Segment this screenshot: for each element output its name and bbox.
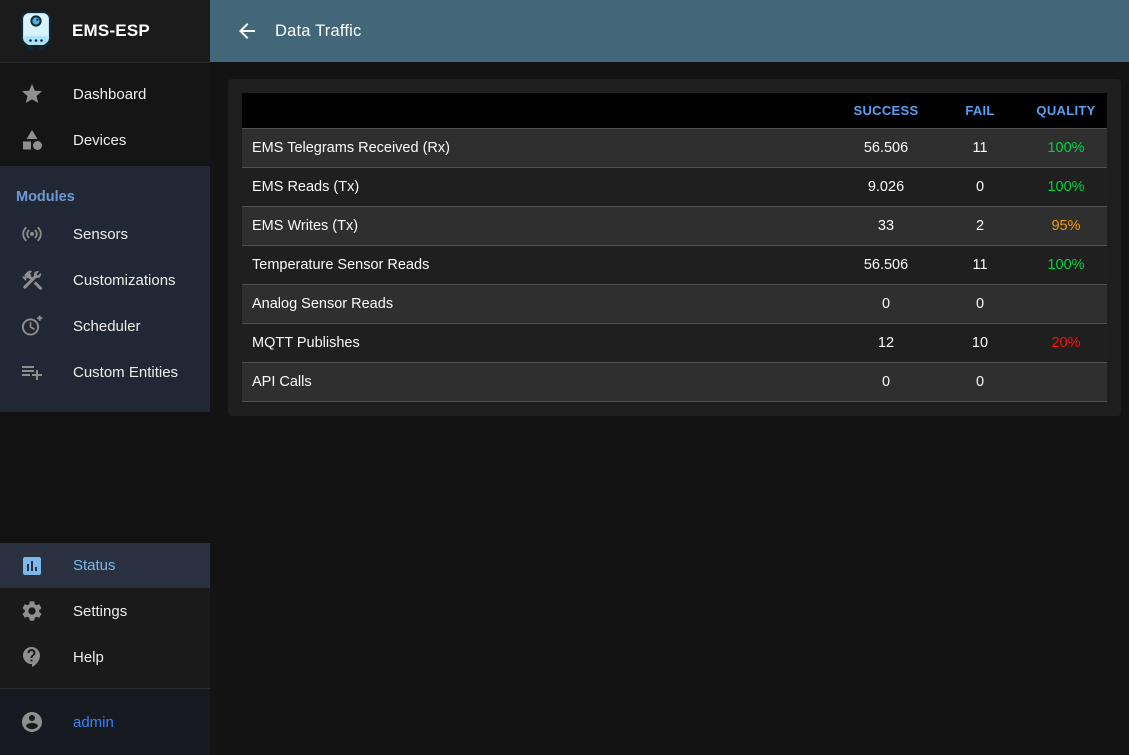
sidebar-item-devices[interactable]: Devices: [0, 117, 210, 163]
sidebar-item-help[interactable]: Help: [0, 634, 210, 680]
quality-value: 95%: [1025, 206, 1107, 246]
star-icon: [20, 82, 44, 106]
sidebar-item-admin[interactable]: admin: [0, 699, 210, 745]
success-value: 56.506: [837, 245, 935, 285]
row-label: EMS Reads (Tx): [242, 167, 837, 207]
sidebar-item-scheduler[interactable]: Scheduler: [0, 303, 210, 349]
modules-section-header: Modules: [16, 189, 75, 205]
quality-value: 100%: [1025, 128, 1107, 168]
table-row: EMS Reads (Tx) 9.026 0 100%: [242, 167, 1107, 207]
success-value: 0: [837, 362, 935, 402]
fail-value: 11: [935, 245, 1025, 285]
fail-value: 0: [935, 284, 1025, 324]
sidebar-item-settings[interactable]: Settings: [0, 588, 210, 634]
table-row: Analog Sensor Reads 0 0: [242, 284, 1107, 324]
help-bubble-icon: [20, 645, 44, 669]
sidebar-primary-nav: Dashboard Devices: [0, 63, 210, 166]
data-traffic-card: SUCCESS FAIL QUALITY EMS Telegrams Recei…: [228, 79, 1121, 416]
success-value: 12: [837, 323, 935, 363]
row-label: API Calls: [242, 362, 837, 402]
success-value: 9.026: [837, 167, 935, 207]
sidebar-item-label: Scheduler: [73, 317, 141, 335]
column-header-metric: [242, 93, 837, 129]
quality-value: 100%: [1025, 245, 1107, 285]
back-button[interactable]: [233, 17, 261, 45]
account-username: admin: [73, 713, 114, 731]
gear-icon: [20, 599, 44, 623]
sidebar-item-status[interactable]: Status: [0, 543, 210, 588]
data-traffic-table: SUCCESS FAIL QUALITY EMS Telegrams Recei…: [242, 93, 1107, 402]
success-value: 0: [837, 284, 935, 324]
sidebar-modules-section: Modules Sensors: [0, 166, 210, 412]
main-area: Data Traffic SUCCESS FAIL QUALITY: [210, 0, 1129, 755]
fail-value: 10: [935, 323, 1025, 363]
sidebar-item-label: Dashboard: [73, 85, 147, 103]
table-row: MQTT Publishes 12 10 20%: [242, 323, 1107, 363]
arrow-back-icon: [235, 19, 259, 43]
column-header-quality: QUALITY: [1025, 93, 1107, 129]
sidebar-account-section: admin: [0, 688, 210, 755]
sidebar-bottom-nav: Status Settings Help: [0, 543, 210, 688]
success-value: 56.506: [837, 128, 935, 168]
row-label: Temperature Sensor Reads: [242, 245, 837, 285]
fail-value: 0: [935, 362, 1025, 402]
sidebar-item-customizations[interactable]: Customizations: [0, 257, 210, 303]
column-header-success: SUCCESS: [837, 93, 935, 129]
column-header-fail: FAIL: [935, 93, 1025, 129]
fail-value: 11: [935, 128, 1025, 168]
success-value: 33: [837, 206, 935, 246]
sidebar: EMS-ESP Dashboard Devices Modules: [0, 0, 210, 755]
sidebar-item-label: Devices: [73, 131, 127, 149]
quality-value: [1025, 284, 1107, 324]
row-label: MQTT Publishes: [242, 323, 837, 363]
row-label: EMS Telegrams Received (Rx): [242, 128, 837, 168]
sidebar-item-label: Settings: [73, 602, 128, 620]
sidebar-item-label: Customizations: [73, 271, 176, 289]
sidebar-item-dashboard[interactable]: Dashboard: [0, 71, 210, 117]
quality-value: [1025, 362, 1107, 402]
row-label: EMS Writes (Tx): [242, 206, 837, 246]
account-circle-icon: [20, 710, 44, 734]
table-row: Temperature Sensor Reads 56.506 11 100%: [242, 245, 1107, 285]
category-icon: [20, 128, 44, 152]
sidebar-item-sensors[interactable]: Sensors: [0, 211, 210, 257]
app-title: EMS-ESP: [72, 21, 150, 40]
fail-value: 0: [935, 167, 1025, 207]
ems-esp-logo-icon: [17, 9, 55, 53]
table-row: EMS Writes (Tx) 33 2 95%: [242, 206, 1107, 246]
construction-icon: [20, 268, 44, 292]
sidebar-header: EMS-ESP: [0, 0, 210, 63]
sidebar-item-label: Sensors: [73, 225, 129, 243]
quality-value: 100%: [1025, 167, 1107, 207]
sidebar-item-custom-entities[interactable]: Custom Entities: [0, 349, 210, 395]
sidebar-item-label: Status: [73, 557, 116, 574]
bar-chart-icon: [20, 554, 44, 578]
fail-value: 2: [935, 206, 1025, 246]
row-label: Analog Sensor Reads: [242, 284, 837, 324]
table-row: EMS Telegrams Received (Rx) 56.506 11 10…: [242, 128, 1107, 168]
sidebar-item-label: Help: [73, 648, 104, 666]
sensors-icon: [20, 222, 44, 246]
table-header-row: SUCCESS FAIL QUALITY: [242, 93, 1107, 129]
clock-plus-icon: [20, 314, 44, 338]
quality-value: 20%: [1025, 323, 1107, 363]
playlist-add-icon: [20, 360, 44, 384]
page-title: Data Traffic: [275, 21, 362, 40]
sidebar-item-label: Custom Entities: [73, 363, 179, 381]
page-content: SUCCESS FAIL QUALITY EMS Telegrams Recei…: [210, 62, 1129, 755]
table-row: API Calls 0 0: [242, 362, 1107, 402]
sidebar-spacer: [0, 412, 210, 543]
appbar: Data Traffic: [210, 0, 1129, 62]
